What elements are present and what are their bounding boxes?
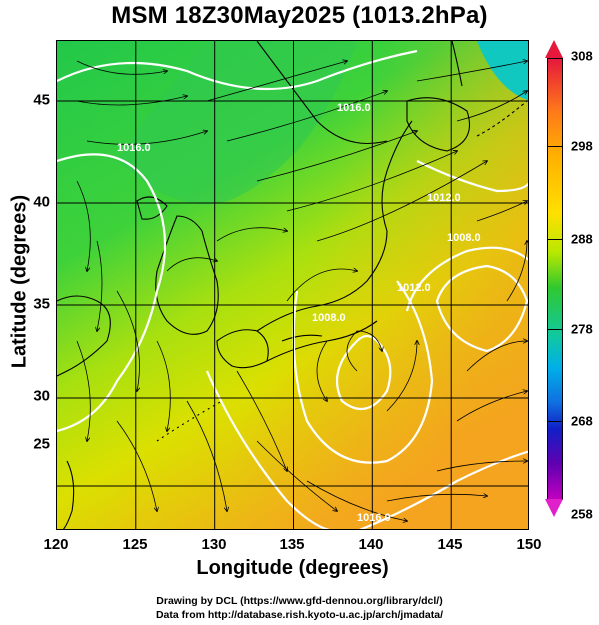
contour-label: 1008.0 [447, 232, 481, 244]
cool-region-ne [477, 41, 528, 101]
grid-lines [57, 41, 528, 529]
colorbar-tick-label: 308 [571, 48, 593, 64]
colorbar-tick-mark [548, 421, 562, 422]
x-tick-label: 125 [122, 536, 148, 553]
wind-streamlines [76, 61, 527, 521]
y-tick-label: 30 [33, 387, 50, 405]
land-shading [117, 41, 357, 205]
contour-label: 1016.0 [357, 512, 391, 524]
x-tick-label: 135 [279, 536, 305, 553]
y-tick-label: 25 [33, 435, 50, 453]
coastlines [57, 41, 528, 529]
colorbar [547, 58, 563, 500]
x-tick-label: 140 [358, 536, 384, 553]
colorbar-tick-label: 258 [571, 506, 593, 522]
contour-label: 1016.0 [117, 142, 151, 154]
colorbar-min-triangle [545, 499, 563, 517]
colorbar-max-triangle [545, 40, 563, 58]
colorbar-tick-mark [548, 239, 562, 240]
x-tick-label: 130 [201, 536, 227, 553]
x-tick-label: 120 [43, 536, 69, 553]
isobars [57, 49, 528, 529]
colorbar-tick-label: 268 [571, 413, 593, 429]
contour-label: 1012.0 [427, 192, 461, 204]
contour-labels: 1008.0 1016.0 1012.0 1016.0 1008.0 1012.… [117, 102, 481, 524]
y-tick-label: 35 [33, 295, 50, 313]
x-tick-label: 150 [516, 536, 542, 553]
credit-data: Data from http://database.rish.kyoto-u.a… [155, 609, 444, 621]
colorbar-tick-label: 298 [571, 138, 593, 154]
map-svg: 1008.0 1016.0 1012.0 1016.0 1008.0 1012.… [57, 41, 528, 529]
contour-label: 1012.0 [397, 282, 431, 294]
y-tick-label: 40 [33, 193, 50, 211]
colorbar-tick-label: 278 [571, 321, 593, 337]
colorbar-tick-mark [548, 329, 562, 330]
map-title: MSM 18Z30May2025 (1013.2hPa) [111, 2, 488, 29]
colorbar-tick-label: 288 [571, 231, 593, 247]
x-axis-label: Longitude (degrees) [196, 557, 389, 579]
credit-drawing: Drawing by DCL (https://www.gfd-dennou.o… [156, 595, 443, 607]
contour-label: 1016.0 [337, 102, 371, 114]
colorbar-tick-mark [548, 146, 562, 147]
contour-label: 1008.0 [312, 312, 346, 324]
y-tick-label: 45 [33, 91, 50, 109]
y-axis-label: Latitude (degrees) [8, 194, 31, 369]
map-plot-area: 1008.0 1016.0 1012.0 1016.0 1008.0 1012.… [56, 40, 529, 530]
x-tick-label: 145 [437, 536, 463, 553]
